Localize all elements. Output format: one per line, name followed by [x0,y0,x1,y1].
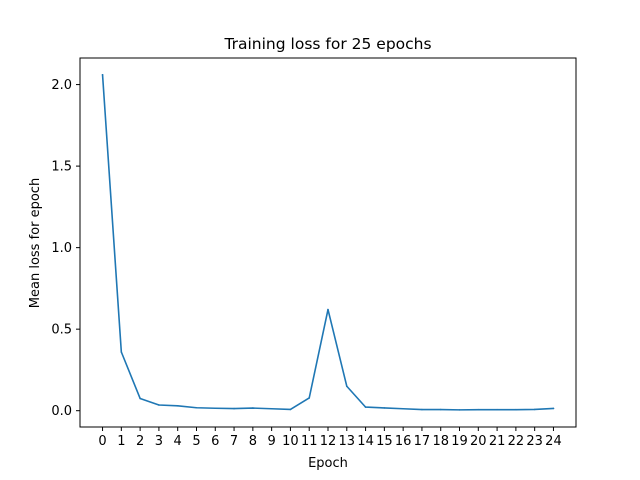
loss-data-point [158,404,160,406]
x-tick-label: 18 [432,434,449,449]
loss-data-point [552,407,555,410]
loss-data-point [496,408,498,411]
loss-data-point [421,408,423,411]
x-tick-label: 12 [320,434,337,449]
loss-data-point [176,405,179,407]
x-tick-label: 2 [136,434,144,449]
x-tick-label: 10 [282,434,299,449]
loss-data-point [439,408,442,411]
x-tick-label: 3 [155,434,163,449]
loss-data-point [383,407,386,409]
x-tick-label: 19 [451,434,468,449]
x-tick-label: 5 [192,434,200,449]
y-tick-label: 2.0 [51,78,72,93]
x-tick-label: 23 [526,434,543,449]
chart-title: Training loss for 25 epochs [223,35,431,53]
loss-data-point [214,407,217,410]
x-tick-label: 16 [395,434,412,449]
loss-data-point [515,408,517,411]
x-tick-label: 11 [301,434,318,449]
loss-data-point [101,73,104,76]
loss-data-point [289,408,292,411]
loss-data-point [139,397,141,400]
loss-data-point [233,407,235,410]
x-tick-label: 6 [211,434,219,449]
loss-data-point [364,406,367,408]
x-tick-label: 20 [470,434,487,449]
y-tick-label: 0.0 [51,404,72,419]
loss-data-point [477,408,480,411]
loss-data-point [533,408,536,411]
loss-data-point [120,351,123,353]
x-axis-label: Epoch [308,456,348,471]
x-tick-label: 15 [376,434,393,449]
x-tick-label: 8 [249,434,257,449]
y-axis-label: Mean loss for epoch [28,178,43,308]
loss-data-point [345,385,348,388]
x-tick-label: 22 [508,434,525,449]
y-tick-label: 0.5 [51,323,72,338]
loss-data-point [195,406,198,409]
x-tick-label: 0 [98,434,106,449]
loss-data-point [308,397,311,399]
plot-area: 0 1 2 3 4 5 6 7 8 9 10 11 12 13 14 15 16 17 18 19 20 21 22 23 24… [51,57,577,449]
loss-data-point [270,407,273,410]
x-tick-label: 14 [357,434,374,449]
loss-data-point [252,407,254,409]
x-tick-label: 21 [489,434,506,449]
loss-data-point [327,308,329,311]
x-tick-label: 13 [339,434,356,449]
loss-data-point [402,407,404,410]
x-tick-label: 9 [267,434,275,449]
x-tick-label: 17 [414,434,431,449]
x-tick-label: 4 [174,434,182,449]
y-tick-label: 1.0 [51,241,72,256]
loss-data-point [458,409,461,411]
y-tick-label: 1.5 [51,160,72,175]
x-tick-label: 24 [545,434,562,449]
x-tick-label: 7 [230,434,238,449]
x-tick-label: 1 [117,434,125,449]
